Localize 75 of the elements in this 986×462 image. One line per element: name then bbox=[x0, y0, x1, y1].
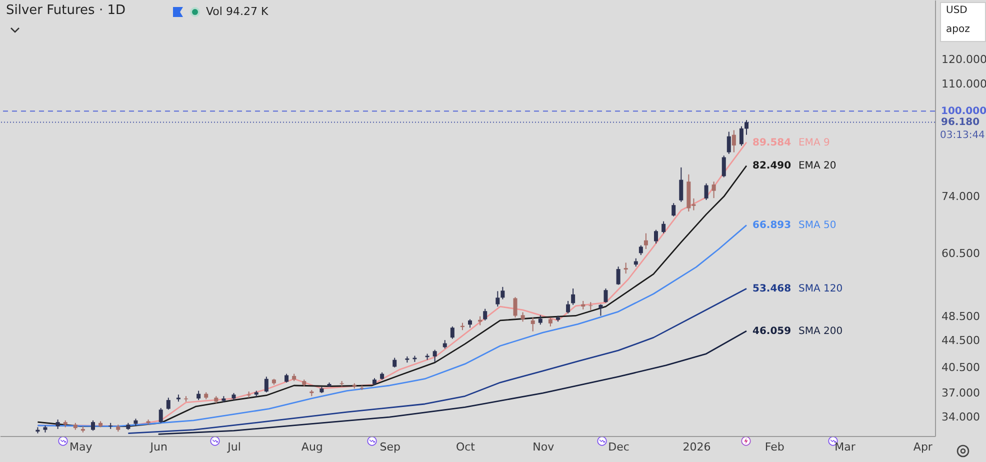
candlestick bbox=[571, 288, 576, 306]
ref-line-label: 100.000 bbox=[941, 106, 986, 118]
text: SMA 50 bbox=[798, 220, 836, 232]
candlestick bbox=[496, 290, 500, 308]
x-tick-label: Feb bbox=[764, 440, 784, 454]
candlestick bbox=[644, 232, 648, 250]
candlestick bbox=[56, 419, 60, 430]
x-tick-label: Oct bbox=[456, 440, 476, 454]
x-tick-label: Nov bbox=[532, 440, 555, 454]
text: EMA 9 bbox=[798, 137, 830, 148]
candlestick bbox=[744, 120, 748, 136]
candlestick bbox=[638, 244, 643, 256]
x-tick-label: Aug bbox=[301, 440, 323, 454]
line-series bbox=[158, 330, 748, 435]
candlestick bbox=[196, 390, 201, 401]
candlestick bbox=[712, 181, 716, 199]
text: 03:13:44 bbox=[940, 130, 985, 141]
candlestick bbox=[513, 296, 518, 318]
candlestick bbox=[90, 420, 95, 432]
data-label: 53.468 bbox=[752, 284, 792, 295]
candlestick bbox=[392, 357, 397, 368]
annotation: Vol 94.27 K bbox=[206, 5, 268, 18]
x-tick-label: 2026 bbox=[682, 440, 711, 454]
chart-title: Silver Futures · 1D bbox=[6, 3, 126, 18]
text: apoz bbox=[946, 24, 970, 35]
ref-line-label: 96.180 bbox=[941, 117, 980, 128]
candlestick bbox=[739, 126, 744, 146]
candlestick bbox=[704, 182, 708, 200]
text: USD bbox=[946, 5, 968, 16]
candlestick bbox=[726, 131, 731, 154]
candlestick bbox=[264, 376, 268, 393]
y-tick-label: 110.000 bbox=[942, 78, 986, 91]
x-tick-label: Sep bbox=[380, 440, 400, 454]
candlestick bbox=[722, 155, 726, 178]
candlestick bbox=[662, 220, 666, 234]
line-series bbox=[127, 288, 748, 434]
candlestick bbox=[166, 397, 170, 410]
x-tick-label: May bbox=[70, 440, 93, 454]
candlestick bbox=[520, 312, 525, 322]
candlestick bbox=[483, 308, 488, 321]
candlestick bbox=[158, 408, 163, 424]
x-tick-label: Apr bbox=[913, 440, 933, 454]
x-tick-label: Mar bbox=[834, 440, 856, 454]
y-tick-label: 34.000 bbox=[942, 410, 980, 424]
y-tick-label: 74.000 bbox=[942, 190, 980, 204]
candlestick bbox=[604, 288, 608, 304]
candlestick bbox=[654, 229, 658, 244]
candlestick bbox=[432, 349, 437, 362]
y-tick-label: 37.000 bbox=[942, 386, 980, 400]
y-tick-label: 40.500 bbox=[942, 360, 980, 374]
candlestick bbox=[538, 314, 542, 326]
candlestick bbox=[732, 130, 736, 153]
candlestick bbox=[672, 202, 676, 217]
candlestick bbox=[624, 262, 628, 274]
candlestick bbox=[616, 266, 620, 286]
text: SMA 200 bbox=[798, 326, 843, 337]
candlestick bbox=[598, 304, 603, 316]
y-tick-label: 48.500 bbox=[942, 310, 980, 323]
y-tick-label: 44.500 bbox=[942, 334, 980, 348]
data-label: 46.059 bbox=[752, 326, 792, 337]
candlestick bbox=[450, 326, 454, 340]
x-tick-label: Jul bbox=[226, 440, 241, 454]
data-label: 66.893 bbox=[752, 220, 792, 232]
candlestick bbox=[500, 286, 505, 300]
y-tick-label: 120.000 bbox=[942, 52, 986, 66]
candlestick bbox=[679, 166, 684, 202]
text: EMA 20 bbox=[798, 160, 836, 172]
candlestick bbox=[530, 316, 535, 332]
x-tick-label: Jun bbox=[149, 440, 168, 454]
x-tick-label: Dec bbox=[608, 440, 630, 454]
data-label: 89.584 bbox=[752, 137, 792, 148]
candlestick bbox=[566, 300, 570, 314]
text: SMA 120 bbox=[798, 284, 843, 295]
y-tick-label: 60.500 bbox=[942, 247, 980, 260]
data-label: 82.490 bbox=[752, 160, 792, 172]
